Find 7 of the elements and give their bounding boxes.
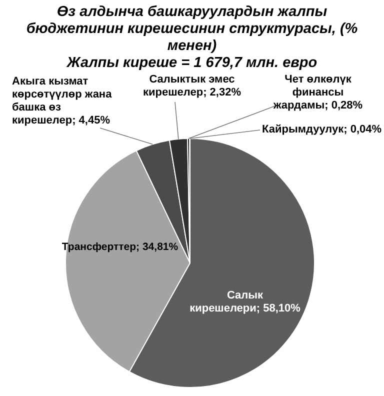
- slice-label: Кайрымдуулук; 0,04%: [262, 124, 382, 136]
- slice-label: Акыга кызмат көрсөтүүлөр жана башка өз кирешелер; 4,45%: [12, 76, 113, 127]
- slice-label: Салык кирешелери; 58,10%: [190, 290, 301, 315]
- chart-title: Өз алдынча башкаруулардын жалпы бюджетинин кирешесинин структурасы, (% менен): [25, 4, 359, 55]
- slice-label: Чет өлкөлүк финансы жардамы; 0,28%: [272, 74, 363, 112]
- slice-label: Салыктык эмес кирешелер; 2,32%: [143, 74, 242, 99]
- chart-subtitle: Жалпы киреше = 1 679,7 млн. евро: [66, 55, 318, 72]
